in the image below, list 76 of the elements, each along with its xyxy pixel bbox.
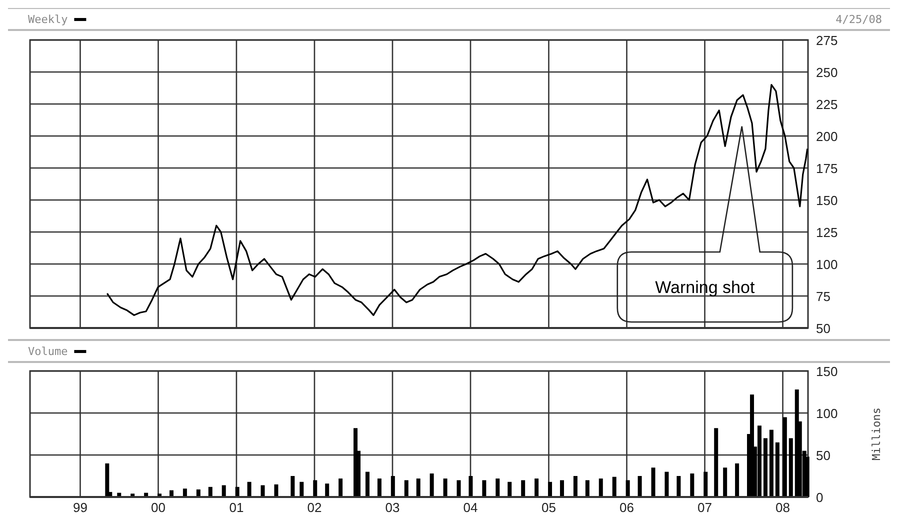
bar	[664, 472, 669, 497]
chart-title: Volume	[28, 345, 68, 358]
y-tick-label: 125	[816, 225, 838, 240]
x-tick-label: 01	[229, 500, 244, 515]
bar	[468, 476, 473, 497]
chart-title: Weekly	[28, 13, 68, 26]
bar	[274, 484, 278, 497]
bar	[313, 480, 318, 497]
y-tick-label: 75	[816, 289, 830, 304]
bar	[598, 478, 603, 497]
bar	[404, 480, 408, 497]
bar	[521, 480, 526, 497]
bar	[704, 472, 708, 497]
bar	[290, 476, 295, 497]
bar	[676, 476, 681, 497]
y-tick-label: 100	[816, 406, 838, 421]
x-tick-label: 02	[307, 500, 322, 515]
bar	[338, 478, 343, 497]
y-tick-label: 50	[816, 448, 830, 463]
bar	[763, 438, 768, 497]
x-tick-label: 05	[542, 500, 556, 515]
bar	[788, 438, 793, 497]
bar	[325, 484, 330, 497]
bar	[534, 478, 539, 497]
bar	[247, 482, 252, 497]
x-tick-label: 04	[463, 500, 478, 515]
bar	[626, 480, 630, 497]
x-tick-label: 03	[385, 500, 400, 515]
bar	[585, 480, 590, 497]
bar	[508, 482, 512, 497]
bar	[496, 478, 500, 497]
bar	[560, 480, 564, 497]
x-tick-label: 07	[698, 500, 712, 515]
bar	[456, 480, 461, 497]
y-axis-title: Millions	[870, 408, 883, 460]
bar	[735, 463, 740, 497]
bar	[182, 488, 187, 497]
bar	[769, 430, 774, 497]
text: 4/25/08	[836, 13, 882, 26]
y-tick-label: 150	[816, 193, 838, 208]
bar	[416, 478, 420, 497]
x-tick-label: 99	[72, 500, 88, 515]
bar	[782, 417, 787, 497]
bar	[757, 426, 762, 497]
x-tick-label: 00	[151, 500, 166, 515]
bar	[390, 476, 395, 497]
y-tick-label: 250	[816, 65, 838, 80]
bar	[638, 476, 642, 497]
y-tick-label: 200	[816, 129, 838, 144]
y-tick-label: 275	[816, 33, 838, 48]
bar	[775, 442, 780, 497]
bar	[723, 468, 728, 497]
bar	[377, 478, 382, 497]
bar	[222, 485, 226, 497]
bar	[300, 482, 304, 497]
bar	[260, 485, 265, 497]
y-tick-label: 225	[816, 97, 838, 112]
y-tick-label: 175	[816, 161, 838, 176]
y-tick-label: 150	[816, 364, 838, 379]
y-tick-label: 0	[816, 490, 824, 505]
line-series	[106, 84, 808, 316]
y-tick-label: 100	[816, 257, 838, 272]
bar	[690, 473, 694, 497]
bar	[443, 478, 448, 497]
bar	[573, 476, 578, 497]
x-tick-label: 06	[620, 500, 634, 515]
y-tick-label: 50	[816, 321, 830, 336]
bar	[548, 482, 552, 497]
bar	[482, 480, 486, 497]
bar	[430, 473, 434, 497]
x-tick-label: 08	[776, 500, 790, 515]
bar	[651, 468, 656, 497]
bar	[365, 472, 370, 497]
bar	[105, 463, 110, 497]
bar	[612, 476, 616, 497]
bar	[714, 428, 718, 497]
